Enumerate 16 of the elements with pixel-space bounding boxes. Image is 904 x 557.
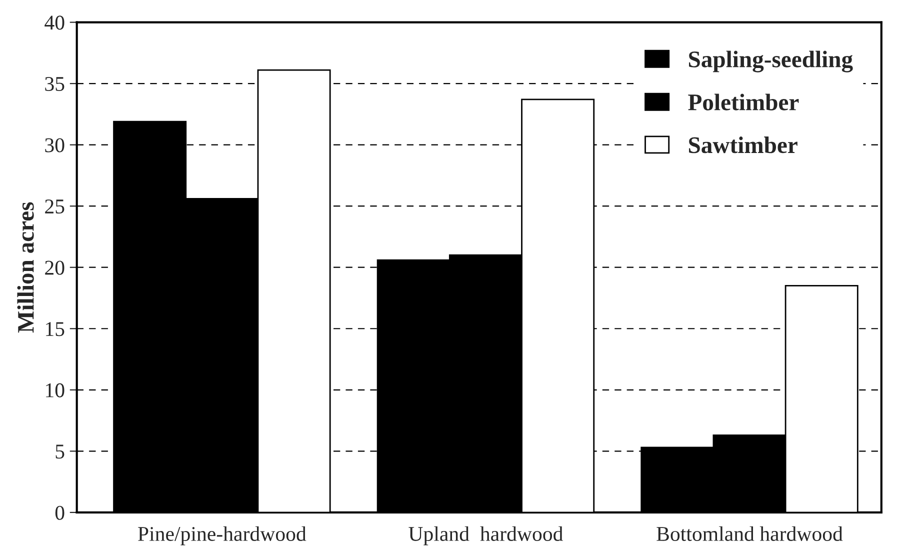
y-axis-title: Million acres [17, 202, 34, 333]
x-tick-label: Pine/pine-hardwood [138, 526, 306, 546]
y-tick-label: 5 [56, 444, 64, 459]
y-tick-label: 0 [55, 506, 64, 520]
legend-label: Sawtimber [689, 136, 798, 154]
x-tick-label: Upland hardwood [408, 526, 563, 546]
y-tick-label: 40 [44, 16, 64, 30]
legend-label: Poletimber [688, 94, 799, 110]
y-tick-label: 25 [45, 200, 64, 214]
y-tick-label: 10 [46, 383, 64, 398]
y-tick-label: 35 [45, 76, 64, 91]
x-tick-label: Bottomland hardwood [656, 526, 843, 541]
y-tick-label: 15 [46, 322, 64, 336]
y-tick-label: 30 [45, 138, 64, 152]
y-tick-label: 20 [45, 260, 64, 275]
legend-label: Sapling-seedling [689, 50, 853, 72]
